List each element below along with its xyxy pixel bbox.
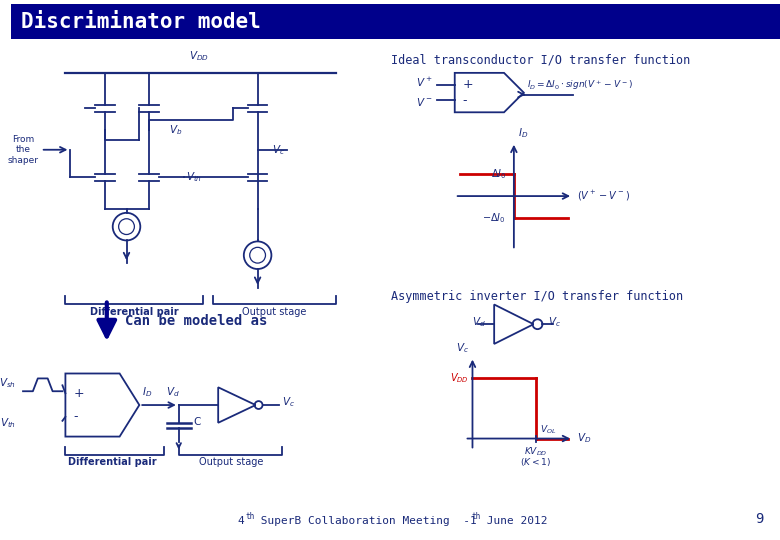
Text: +: + bbox=[463, 78, 473, 91]
Text: Output stage: Output stage bbox=[242, 307, 307, 318]
Text: From
the
shaper: From the shaper bbox=[8, 135, 39, 165]
FancyBboxPatch shape bbox=[11, 4, 780, 39]
Text: $V_c$: $V_c$ bbox=[456, 341, 469, 355]
Text: Discriminator model: Discriminator model bbox=[21, 12, 261, 32]
Text: $\Delta I_0$: $\Delta I_0$ bbox=[491, 167, 506, 181]
Text: Asymmetric inverter I/O transfer function: Asymmetric inverter I/O transfer functio… bbox=[391, 290, 682, 303]
Text: +: + bbox=[73, 387, 84, 400]
Text: Ideal transconductor I/O transfer function: Ideal transconductor I/O transfer functi… bbox=[391, 53, 690, 66]
Text: Output stage: Output stage bbox=[199, 457, 263, 467]
Text: $V_{DD}$: $V_{DD}$ bbox=[189, 49, 208, 63]
Text: C: C bbox=[193, 417, 201, 427]
Text: $V_c$: $V_c$ bbox=[272, 143, 285, 157]
Text: Differential pair: Differential pair bbox=[69, 457, 157, 467]
Text: $V_{th}$: $V_{th}$ bbox=[0, 416, 16, 430]
Text: $V_{DD}$: $V_{DD}$ bbox=[450, 372, 469, 386]
Text: -: - bbox=[73, 410, 78, 423]
Text: th: th bbox=[245, 512, 254, 521]
Text: June 2012: June 2012 bbox=[480, 516, 548, 526]
Text: $V^-$: $V^-$ bbox=[417, 97, 433, 109]
Text: $V_{sh}$: $V_{sh}$ bbox=[0, 376, 16, 390]
Text: $V_{th}$: $V_{th}$ bbox=[186, 171, 202, 184]
Text: $V^+$: $V^+$ bbox=[417, 76, 433, 89]
Text: -: - bbox=[463, 94, 467, 107]
Text: $(K<1)$: $(K<1)$ bbox=[520, 456, 551, 468]
Text: $V_{d}$: $V_{d}$ bbox=[166, 385, 179, 399]
Text: $I_D$: $I_D$ bbox=[518, 126, 528, 140]
Text: 4: 4 bbox=[238, 516, 245, 526]
Text: $V_b$: $V_b$ bbox=[169, 123, 183, 137]
Text: Differential pair: Differential pair bbox=[90, 307, 179, 318]
Text: SuperB Collaboration Meeting  -1: SuperB Collaboration Meeting -1 bbox=[254, 516, 477, 526]
Text: $-\Delta I_0$: $-\Delta I_0$ bbox=[482, 211, 506, 225]
Text: $V_{OL}$: $V_{OL}$ bbox=[540, 423, 556, 436]
Text: 9: 9 bbox=[755, 512, 764, 526]
Text: $KV_{DD}$: $KV_{DD}$ bbox=[524, 446, 548, 458]
Text: $V_c$: $V_c$ bbox=[282, 395, 296, 409]
Text: $V_D$: $V_D$ bbox=[577, 431, 591, 446]
Text: Can be modeled as: Can be modeled as bbox=[125, 314, 267, 328]
Text: th: th bbox=[471, 512, 480, 521]
Text: $V_d$: $V_d$ bbox=[473, 315, 486, 329]
Text: $(V^+-V^-)$: $(V^+-V^-)$ bbox=[577, 189, 630, 203]
Text: $V_c$: $V_c$ bbox=[548, 315, 562, 329]
Text: $I_D=\Delta I_0 \cdot sign(V^+-V^-)$: $I_D=\Delta I_0 \cdot sign(V^+-V^-)$ bbox=[526, 78, 633, 92]
Text: $I_D$: $I_D$ bbox=[142, 385, 153, 399]
